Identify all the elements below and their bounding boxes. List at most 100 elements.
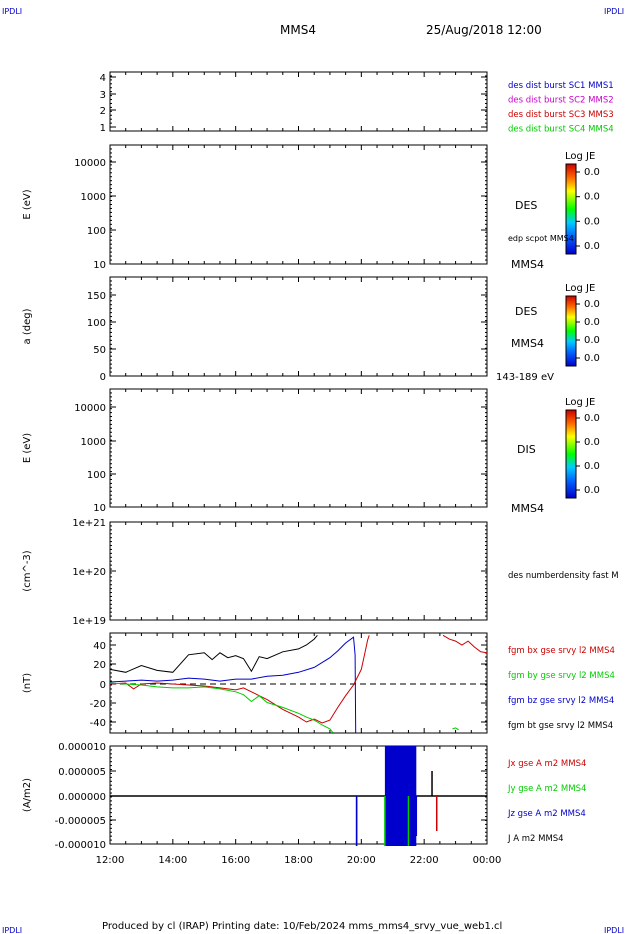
y-tick-label: 1000 [81, 437, 106, 448]
spacecraft-label: MMS4 [511, 337, 544, 350]
colorbar-tick-label: 0.0 [584, 241, 600, 252]
colorbar-tick-label: 0.0 [584, 485, 600, 496]
legend-entry: Jx gse A m2 MMS4 [507, 759, 586, 769]
legend-entry: des numberdensity fast M [508, 571, 619, 581]
panel-5-frame [109, 521, 488, 621]
y-axis-label: (A/m2) [22, 778, 33, 812]
y-axis-label: E (eV) [22, 433, 33, 463]
y-tick-label: 20 [93, 660, 106, 671]
panel-1-frame [109, 71, 488, 132]
y-tick-label: 1 [100, 123, 106, 134]
colorbar-title: Log JE [565, 283, 595, 294]
colorbar [565, 295, 577, 367]
legend-entry: fgm bz gse srvy l2 MMS4 [508, 696, 614, 706]
colorbar-tick-label: 0.0 [584, 335, 600, 346]
colorbar-title: Log JE [565, 151, 595, 162]
panel-4-frame [109, 388, 488, 508]
series-bt-line [110, 634, 318, 673]
colorbar [565, 163, 577, 255]
panel-3-frame [109, 276, 488, 377]
y-axis-label: a (deg) [22, 308, 33, 344]
corner-label-bottom-right: IPDLI [604, 926, 624, 934]
x-tick-label: 12:00 [96, 855, 125, 866]
panel-2-frame [109, 144, 488, 265]
y-axis-label: E (eV) [22, 189, 33, 219]
y-tick-label: -20 [90, 699, 106, 710]
corner-label-top-right: IPDLI [604, 7, 624, 16]
y-tick-label: 100 [87, 470, 106, 481]
colorbar-tick-label: 0.0 [584, 353, 600, 364]
y-axis-label: (cm^-3) [22, 550, 33, 591]
instrument-label: DES [515, 305, 537, 318]
figure-title: MMS4 [280, 23, 316, 37]
y-tick-label: -0.000005 [55, 816, 106, 827]
footer-credits: Produced by cl (IRAP) Printing date: 10/… [102, 921, 502, 932]
y-tick-label: 10000 [74, 403, 106, 414]
y-tick-label: 0.000010 [58, 742, 106, 753]
instrument-label: DES [515, 199, 537, 212]
colorbar-tick-label: 0.0 [584, 167, 600, 178]
y-tick-label: 100 [87, 318, 106, 329]
colorbar-tick-label: 0.0 [584, 461, 600, 472]
series-bx-line [442, 634, 487, 654]
x-tick-label: 20:00 [347, 855, 376, 866]
y-tick-label: 50 [93, 345, 106, 356]
time-axis: 12:00 14:00 16:00 18:00 20:00 22:00 00:00 [96, 855, 502, 866]
figure-date: 25/Aug/2018 12:00 [426, 23, 542, 37]
legend-entry: des dist burst SC3 MMS3 [508, 110, 614, 120]
legend-entry: fgm bx gse srvy l2 MMS4 [508, 646, 615, 656]
colorbar-tick-label: 0.0 [584, 413, 600, 424]
spacecraft-label: MMS4 [511, 258, 544, 271]
y-tick-label: 0 [100, 680, 106, 691]
colorbar-title: Log JE [565, 397, 595, 408]
panel-6-frame [109, 632, 488, 734]
y-tick-label: -0.000010 [55, 840, 106, 851]
legend-entry: des dist burst SC2 MMS2 [508, 96, 614, 106]
legend-entry: des dist burst SC4 MMS4 [508, 125, 614, 135]
legend-entry: Jz gse A m2 MMS4 [507, 809, 586, 819]
legend-entry: fgm bt gse srvy l2 MMS4 [508, 721, 613, 731]
x-tick-label: 16:00 [221, 855, 250, 866]
instrument-label: DIS [517, 443, 536, 456]
y-tick-label: 0.000005 [58, 767, 106, 778]
corner-label-bottom-left: IPDLI [2, 926, 22, 934]
colorbar-tick-label: 0.0 [584, 192, 600, 203]
x-tick-label: 22:00 [410, 855, 439, 866]
y-tick-label: 3 [100, 90, 106, 101]
y-tick-label: 100 [87, 226, 106, 237]
current-burst [384, 746, 417, 846]
y-tick-label: 1e+21 [72, 518, 106, 529]
spacecraft-label: MMS4 [511, 502, 544, 515]
legend-entry: J A m2 MMS4 [507, 834, 564, 844]
series-bx-line [110, 635, 370, 724]
y-tick-label: 2 [100, 106, 106, 117]
x-tick-label: 00:00 [473, 855, 502, 866]
y-tick-label: 1000 [81, 192, 106, 203]
x-tick-label: 18:00 [284, 855, 313, 866]
y-tick-label: 10000 [74, 158, 106, 169]
x-tick-label: 14:00 [158, 855, 187, 866]
y-tick-label: 10 [93, 503, 106, 514]
panel-7-frame [109, 745, 488, 845]
colorbar-tick-label: 0.0 [584, 437, 600, 448]
colorbar-tick-label: 0.0 [584, 216, 600, 227]
y-axis-label: (nT) [22, 673, 33, 693]
y-tick-label: 0.000000 [58, 792, 106, 803]
y-tick-label: 4 [100, 73, 106, 84]
y-tick-label: 10 [93, 260, 106, 271]
series-bz-line [110, 636, 357, 733]
colorbar [565, 409, 577, 499]
y-tick-label: 0 [100, 372, 106, 383]
colorbar-tick-label: 0.0 [584, 299, 600, 310]
y-tick-label: 1e+20 [72, 567, 106, 578]
legend-entry: des dist burst SC1 MMS1 [508, 81, 614, 91]
magnetic-field-traces [110, 634, 487, 733]
legend-entry: fgm by gse srvy l2 MMS4 [508, 671, 615, 681]
series-by-line [452, 727, 459, 731]
legend-entry: Jy gse A m2 MMS4 [507, 784, 586, 794]
energy-range-label: 143-189 eV [496, 372, 554, 383]
corner-label-top-left: IPDLI [2, 7, 22, 16]
y-tick-label: 150 [87, 291, 106, 302]
y-tick-label: 1e+19 [72, 616, 106, 627]
